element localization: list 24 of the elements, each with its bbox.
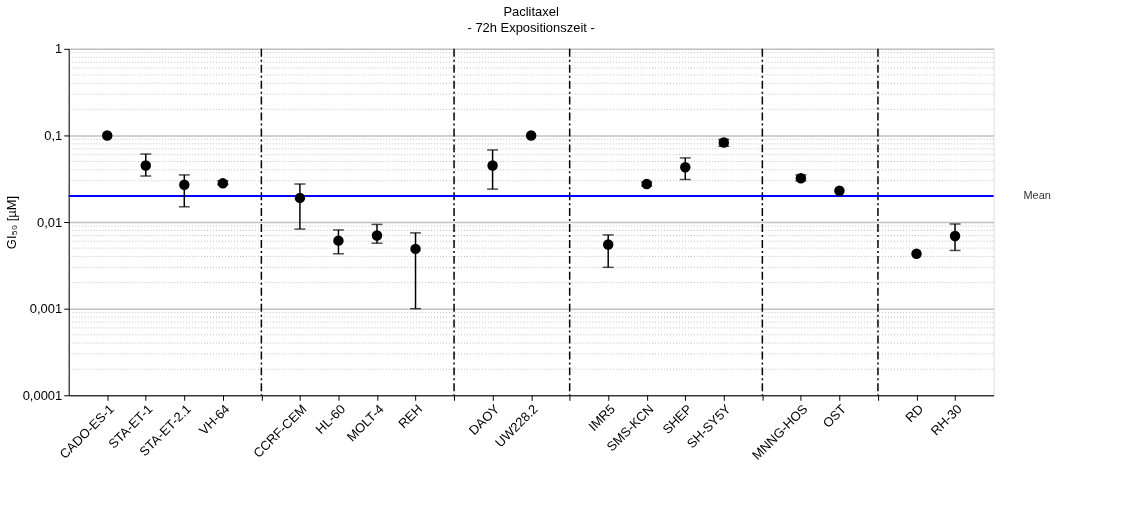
chart-title: Paclitaxel bbox=[503, 3, 559, 19]
point bbox=[371, 230, 383, 241]
y-tick-label: 0,01 bbox=[37, 214, 63, 230]
point bbox=[834, 185, 845, 196]
point bbox=[911, 248, 922, 260]
point bbox=[949, 230, 961, 242]
y-tick-label: 0,1 bbox=[44, 127, 63, 143]
point bbox=[602, 239, 614, 250]
y-tick-label: 1 bbox=[55, 41, 63, 57]
y-tick-label: 0,0001 bbox=[22, 387, 63, 403]
ref-line-label: Mean bbox=[1023, 188, 1051, 201]
x-tick-label: RD bbox=[902, 401, 927, 426]
point bbox=[333, 235, 344, 246]
point bbox=[680, 161, 691, 173]
point bbox=[294, 192, 306, 204]
chart-subtitle: - 72h Expositionszeit - bbox=[467, 19, 595, 35]
point bbox=[179, 179, 190, 190]
point bbox=[102, 130, 113, 141]
point bbox=[525, 130, 537, 141]
point bbox=[487, 160, 498, 171]
y-tick-label: 0,001 bbox=[29, 301, 63, 317]
y-axis-title: GI₅₀ [µM] bbox=[3, 195, 19, 250]
point bbox=[410, 243, 421, 255]
point bbox=[140, 160, 151, 171]
